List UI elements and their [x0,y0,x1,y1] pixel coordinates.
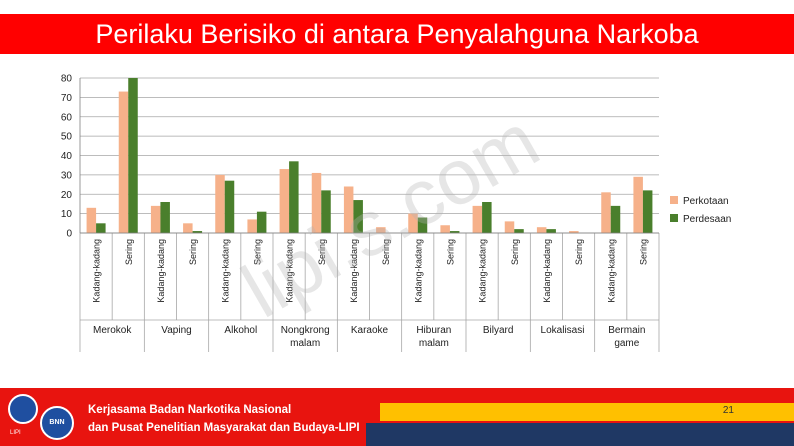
bar-perkotaan-6 [279,169,290,233]
legend-label-perdesaan: Perdesaan [683,214,731,225]
bar-perkotaan-10 [408,213,418,233]
bar-perkotaan-2 [150,205,161,233]
sub-category-label: Kadang-kadang [478,239,488,303]
chart-svg: 0 10 20 30 40 50 60 70 80 Kadang-kadang Sering Mero… [61,74,731,352]
sub-category-label: Sering [252,239,262,265]
sub-category-label: Kadang-kadang [542,239,552,303]
bar-perdesaan-0 [96,223,106,233]
sub-category-label: Kadang-kadang [285,239,295,303]
bar-perkotaan-13 [504,221,515,233]
bar-perkotaan-9 [376,227,386,233]
slide-title: Perilaku Berisiko di antara Penyalahguna… [95,19,699,49]
sub-category-label: Kadang-kadang [413,239,423,303]
group-label: malam [290,338,320,349]
bar-perdesaan-8 [353,200,363,233]
legend-swatch-perkotaan [670,196,678,204]
lipi-logo-text: LIPI [10,430,21,436]
bar-perdesaan-14 [546,229,556,233]
bar-perdesaan-10 [417,217,428,233]
sub-category-label: Kadang-kadang [606,239,616,303]
bar-perdesaan-17 [642,190,653,233]
lipi-logo [8,394,38,424]
footer-yellow-bar [380,403,794,421]
y-tick-label: 80 [61,74,73,85]
legend-swatch-perdesaan [670,214,678,222]
bar-perkotaan-11 [440,225,450,233]
group-label: Vaping [161,325,191,336]
sub-category-label: Sering [317,239,327,265]
sub-category-label: Sering [510,239,520,265]
group-label: Merokok [93,325,132,336]
group-label: game [614,338,639,349]
y-tick-label: 50 [61,132,73,143]
group-label: malam [419,338,449,349]
bar-perdesaan-7 [321,190,331,233]
bar-perkotaan-12 [472,205,483,233]
title-bar: Perilaku Berisiko di antara Penyalahguna… [0,14,794,54]
bnn-logo: BNN [40,406,74,440]
sub-category-label: Sering [381,239,391,265]
bar-perdesaan-13 [514,229,524,233]
bar-perkotaan-14 [536,227,547,233]
sub-category-label: Kadang-kadang [349,239,359,303]
bar-perkotaan-4 [215,174,225,233]
bar-perkotaan-5 [247,219,257,233]
y-tick-label: 60 [61,112,73,123]
bar-perdesaan-16 [610,205,621,233]
bar-perdesaan-5 [256,211,267,233]
footer-text-line1: Kerjasama Badan Narkotika Nasional [88,404,292,416]
bar-perkotaan-7 [311,172,322,233]
bar-perkotaan-16 [601,192,611,233]
sub-category-label: Kadang-kadang [220,239,230,303]
footer-text-line2: dan Pusat Penelitian Masyarakat dan Buda… [88,422,360,434]
legend-label-perkotaan: Perkotaan [683,196,729,207]
bar-perkotaan-8 [343,186,354,233]
group-label: Nongkrong [281,325,330,336]
group-label: Hiburan [416,325,451,336]
y-tick-label: 10 [61,209,73,220]
footer-navy-bar [366,423,794,446]
bar-perkotaan-15 [569,231,579,233]
bar-perkotaan-1 [118,91,129,233]
bar-perdesaan-4 [224,180,235,233]
group-label: Lokalisasi [541,325,585,336]
y-tick-label: 20 [61,190,73,201]
bar-perkotaan-3 [183,223,193,233]
sub-category-label: Kadang-kadang [156,239,166,303]
bar-perdesaan-2 [160,202,170,233]
y-tick-label: 30 [61,170,73,181]
sub-category-label: Sering [638,239,648,265]
sub-category-label: Sering [574,239,584,265]
bar-perdesaan-6 [289,161,299,233]
bar-perdesaan-3 [192,231,203,233]
group-label: Alkohol [224,325,257,336]
y-tick-label: 0 [66,229,72,240]
bar-perdesaan-1 [128,78,138,233]
y-tick-label: 40 [61,151,73,162]
group-label: Bilyard [483,325,514,336]
page-number: 21 [722,405,734,416]
sub-category-label: Sering [445,239,455,265]
bar-perkotaan-0 [86,207,97,233]
bar-perdesaan-11 [449,231,460,233]
bar-perkotaan-17 [633,176,643,233]
group-label: Bermain [608,325,645,336]
bar-chart: 0 10 20 30 40 50 60 70 80 Kadang-kadang Sering Mero… [0,62,794,362]
sub-category-label: Kadang-kadang [92,239,102,303]
sub-category-label: Sering [124,239,134,265]
y-tick-label: 70 [61,93,73,104]
sub-category-label: Sering [188,239,198,265]
bar-perdesaan-12 [482,202,492,233]
group-label: Karaoke [351,325,389,336]
